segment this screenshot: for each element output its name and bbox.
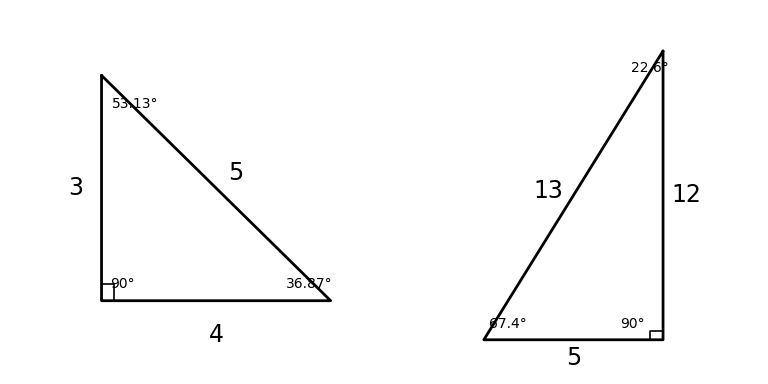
Text: 13: 13 xyxy=(534,179,563,203)
Text: 4: 4 xyxy=(209,323,223,346)
Text: 90°: 90° xyxy=(110,277,134,291)
Text: 90°: 90° xyxy=(620,317,644,331)
Text: 22.6°: 22.6° xyxy=(631,61,668,75)
Text: 12: 12 xyxy=(671,184,701,207)
Text: 53.13°: 53.13° xyxy=(112,97,158,111)
Text: 36.87°: 36.87° xyxy=(286,277,333,291)
Text: 67.4°: 67.4° xyxy=(489,317,527,331)
Text: 3: 3 xyxy=(68,176,83,200)
Text: 5: 5 xyxy=(566,346,581,370)
Text: 5: 5 xyxy=(229,161,243,185)
